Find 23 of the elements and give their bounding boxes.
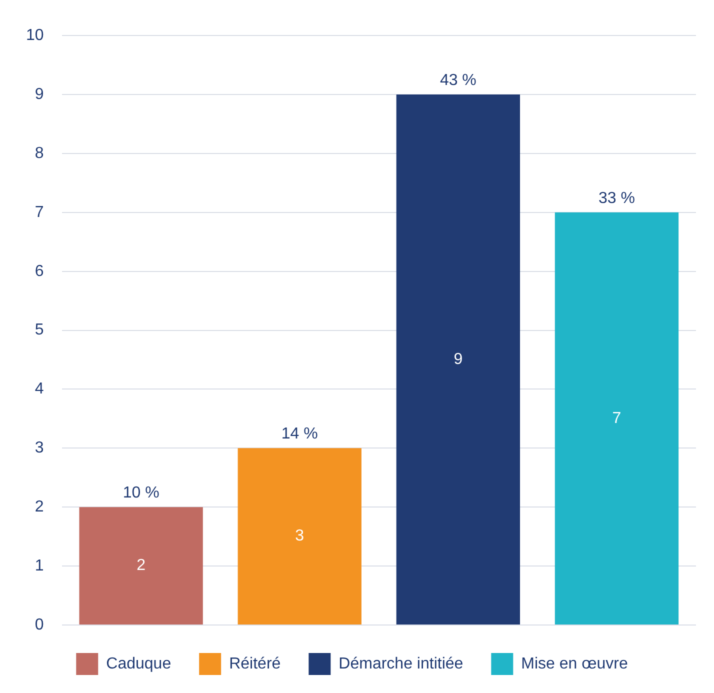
legend-label: Réitéré <box>229 655 281 672</box>
y-tick-label: 5 <box>34 322 44 339</box>
legend-label: Démarche intitiée <box>338 655 464 672</box>
legend-label: Caduque <box>106 655 172 672</box>
y-tick-label: 10 <box>26 27 44 44</box>
data-label: 3 <box>295 528 304 545</box>
y-tick-label: 9 <box>34 86 44 103</box>
y-tick-label: 2 <box>34 498 44 516</box>
data-label: 2 <box>136 557 146 574</box>
y-tick-label: 1 <box>34 557 44 574</box>
annotation: 33 % <box>598 190 635 207</box>
y-tick-label: 6 <box>34 262 44 280</box>
annotation: 43 % <box>440 72 476 89</box>
annotation: 14 % <box>281 426 318 443</box>
legend-label: Mise en œuvre <box>521 655 628 672</box>
annotation: 10 % <box>122 484 160 502</box>
y-tick-label: 7 <box>34 204 44 221</box>
y-tick-label: 3 <box>34 440 44 457</box>
y-tick-label: 4 <box>34 380 44 398</box>
data-label: 9 <box>454 350 463 368</box>
data-label: 7 <box>612 410 622 427</box>
y-tick-label: 0 <box>34 616 44 634</box>
y-tick-label: 8 <box>34 144 44 162</box>
